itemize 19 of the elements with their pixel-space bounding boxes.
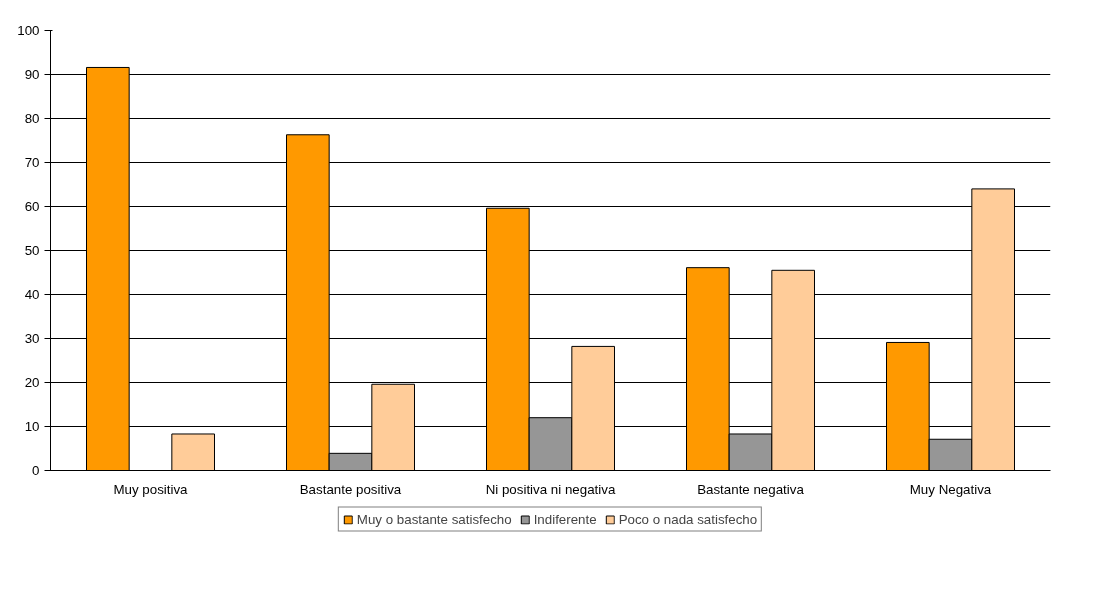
y-tick-label: 80: [24, 111, 40, 126]
x-tick-label: Bastante positiva: [299, 481, 402, 497]
legend-label: Indiferente: [533, 511, 597, 527]
y-tick-label: 0: [32, 463, 40, 478]
x-tick-label: Muy positiva: [113, 481, 189, 497]
y-tick-label: 70: [24, 155, 40, 170]
y-tick-label: 50: [24, 243, 40, 258]
legend-label: Muy o bastante satisfecho: [356, 511, 512, 527]
y-tick-label: 30: [24, 331, 40, 346]
y-tick-label: 10: [24, 419, 40, 434]
x-tick-label: Muy Negativa: [909, 481, 992, 497]
y-tick-label: 60: [24, 199, 40, 214]
y-tick-label: 20: [24, 375, 40, 390]
y-tick-label: 90: [24, 67, 40, 82]
x-tick-label: Ni positiva ni negativa: [485, 481, 616, 497]
y-tick-label: 100: [17, 23, 40, 38]
x-tick-label: Bastante negativa: [697, 481, 805, 497]
y-tick-label: 40: [24, 287, 40, 302]
legend-label: Poco o nada satisfecho: [618, 511, 758, 527]
